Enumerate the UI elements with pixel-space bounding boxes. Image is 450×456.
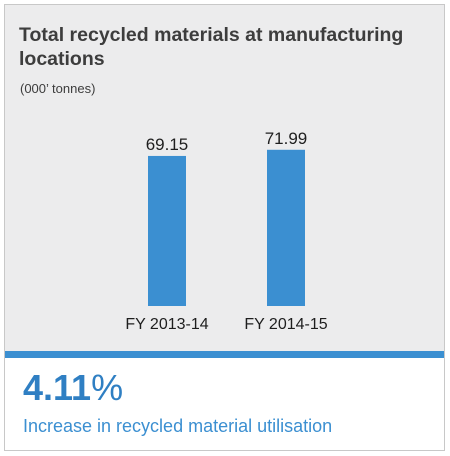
bar-fy-2014-15 — [267, 149, 305, 306]
highlight-panel: 4.11% Increase in recycled material util… — [5, 358, 444, 450]
accent-divider — [5, 351, 444, 358]
highlight-value: 4.11 — [23, 367, 92, 408]
chart-subtitle: (000’ tonnes) — [20, 81, 96, 96]
x-tick-label: FY 2013-14 — [125, 316, 208, 333]
highlight-unit: % — [91, 367, 124, 408]
bar-chart: 69.15 FY 2013-14 71.99 FY 2014-15 — [125, 129, 327, 333]
data-label: 69.15 — [146, 135, 189, 154]
bar-fy-2013-14 — [148, 155, 186, 306]
highlight-stat: 4.11% — [23, 368, 123, 408]
data-label: 71.99 — [265, 129, 308, 148]
chart-title: Total recycled materials at manufacturin… — [19, 24, 404, 70]
highlight-caption: Increase in recycled material utilisatio… — [23, 416, 333, 436]
x-tick-label: FY 2014-15 — [244, 316, 327, 333]
infographic-card: Total recycled materials at manufacturin… — [4, 4, 445, 451]
chart-panel: Total recycled materials at manufacturin… — [5, 5, 444, 351]
